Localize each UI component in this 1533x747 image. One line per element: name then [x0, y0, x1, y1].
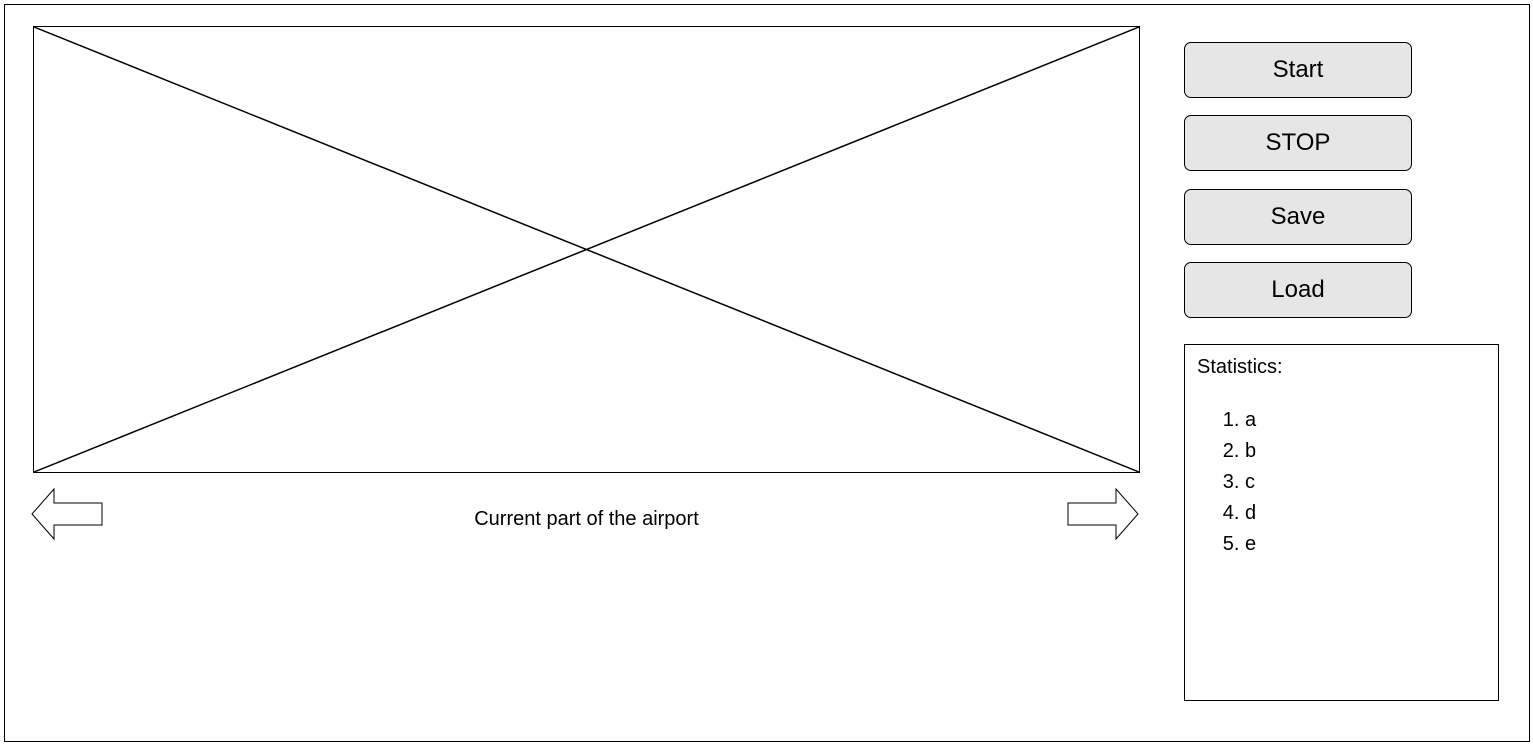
statistics-item: b — [1245, 436, 1486, 467]
statistics-item: e — [1245, 529, 1486, 560]
image-placeholder-icon — [34, 27, 1139, 472]
statistics-item: a — [1245, 405, 1486, 436]
previous-section-button[interactable] — [31, 487, 104, 541]
app-window — [4, 4, 1530, 742]
statistics-item: d — [1245, 498, 1486, 529]
statistics-item: c — [1245, 467, 1486, 498]
statistics-panel: Statistics: a b c d e — [1184, 344, 1499, 701]
current-section-label: Current part of the airport — [474, 508, 699, 530]
next-section-button[interactable] — [1067, 487, 1140, 541]
save-button[interactable]: Save — [1184, 189, 1412, 245]
load-button[interactable]: Load — [1184, 262, 1412, 318]
arrow-right-icon — [1067, 487, 1139, 541]
start-button[interactable]: Start — [1184, 42, 1412, 98]
arrow-left-icon — [31, 487, 103, 541]
stop-button[interactable]: STOP — [1184, 115, 1412, 171]
airport-view-placeholder — [33, 26, 1140, 473]
statistics-list: a b c d e — [1197, 405, 1486, 560]
statistics-title: Statistics: — [1197, 356, 1283, 378]
